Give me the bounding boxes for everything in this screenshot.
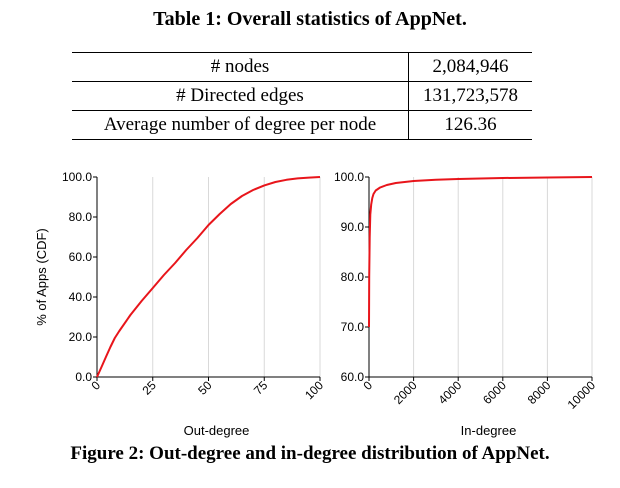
x-tick-label: 4000 (436, 378, 465, 407)
table-row: # Directed edges 131,723,578 (72, 81, 532, 111)
table-cell-label: # Directed edges (72, 81, 409, 111)
x-tick-label: 50 (195, 378, 215, 398)
cdf-line (96, 176, 321, 378)
y-tick-label: 60.0 (341, 370, 365, 384)
table-row: # nodes 2,084,946 (72, 52, 532, 82)
statistics-table: # nodes 2,084,946 # Directed edges 131,7… (72, 52, 532, 140)
x-tick-label: 75 (251, 378, 271, 398)
y-tick-label: 100.0 (62, 170, 92, 184)
table-cell-value: 126.36 (444, 114, 497, 135)
y-tick-label: 60.0 (69, 250, 93, 264)
degree-distribution-figure: 0.0 20.0 40.0 60.0 80.0 100.0 0 25 50 75 100 Out-de… (34, 170, 599, 438)
table-row: Average number of degree per node 126.36 (72, 110, 532, 140)
y-tick-label: 40.0 (69, 290, 93, 304)
x-tick-label: 8000 (525, 378, 554, 407)
y-tick-label: 80.0 (341, 270, 365, 284)
table-cell-label: # nodes (72, 52, 409, 82)
x-axis-label: Out-degree (184, 423, 250, 438)
x-tick-label: 2000 (391, 378, 420, 407)
x-axis-label: In-degree (461, 423, 517, 438)
table-cell-value: 2,084,946 (432, 56, 509, 77)
x-tick-label: 100 (302, 378, 326, 402)
x-tick-label: 0 (88, 378, 103, 393)
table-caption: Table 1: Overall statistics of AppNet. (153, 8, 467, 30)
table-cell-label: Average number of degree per node (72, 110, 409, 140)
y-tick-label: 100.0 (334, 170, 364, 184)
x-tick-label: 25 (140, 378, 160, 398)
x-tick-label: 6000 (480, 378, 509, 407)
y-tick-label: 0.0 (75, 370, 92, 384)
x-tick-label: 0 (360, 378, 375, 393)
x-tick-label: 10000 (565, 378, 599, 412)
y-tick-label: 80.0 (69, 210, 93, 224)
y-tick-label: 20.0 (69, 330, 93, 344)
y-tick-label: 90.0 (341, 220, 365, 234)
y-tick-label: 70.0 (341, 320, 365, 334)
cdf-line (368, 176, 593, 328)
figure-caption: Figure 2: Out-degree and in-degree distr… (70, 443, 550, 464)
table-cell-value: 131,723,578 (423, 85, 518, 106)
y-axis-label: % of Apps (CDF) (34, 228, 49, 326)
